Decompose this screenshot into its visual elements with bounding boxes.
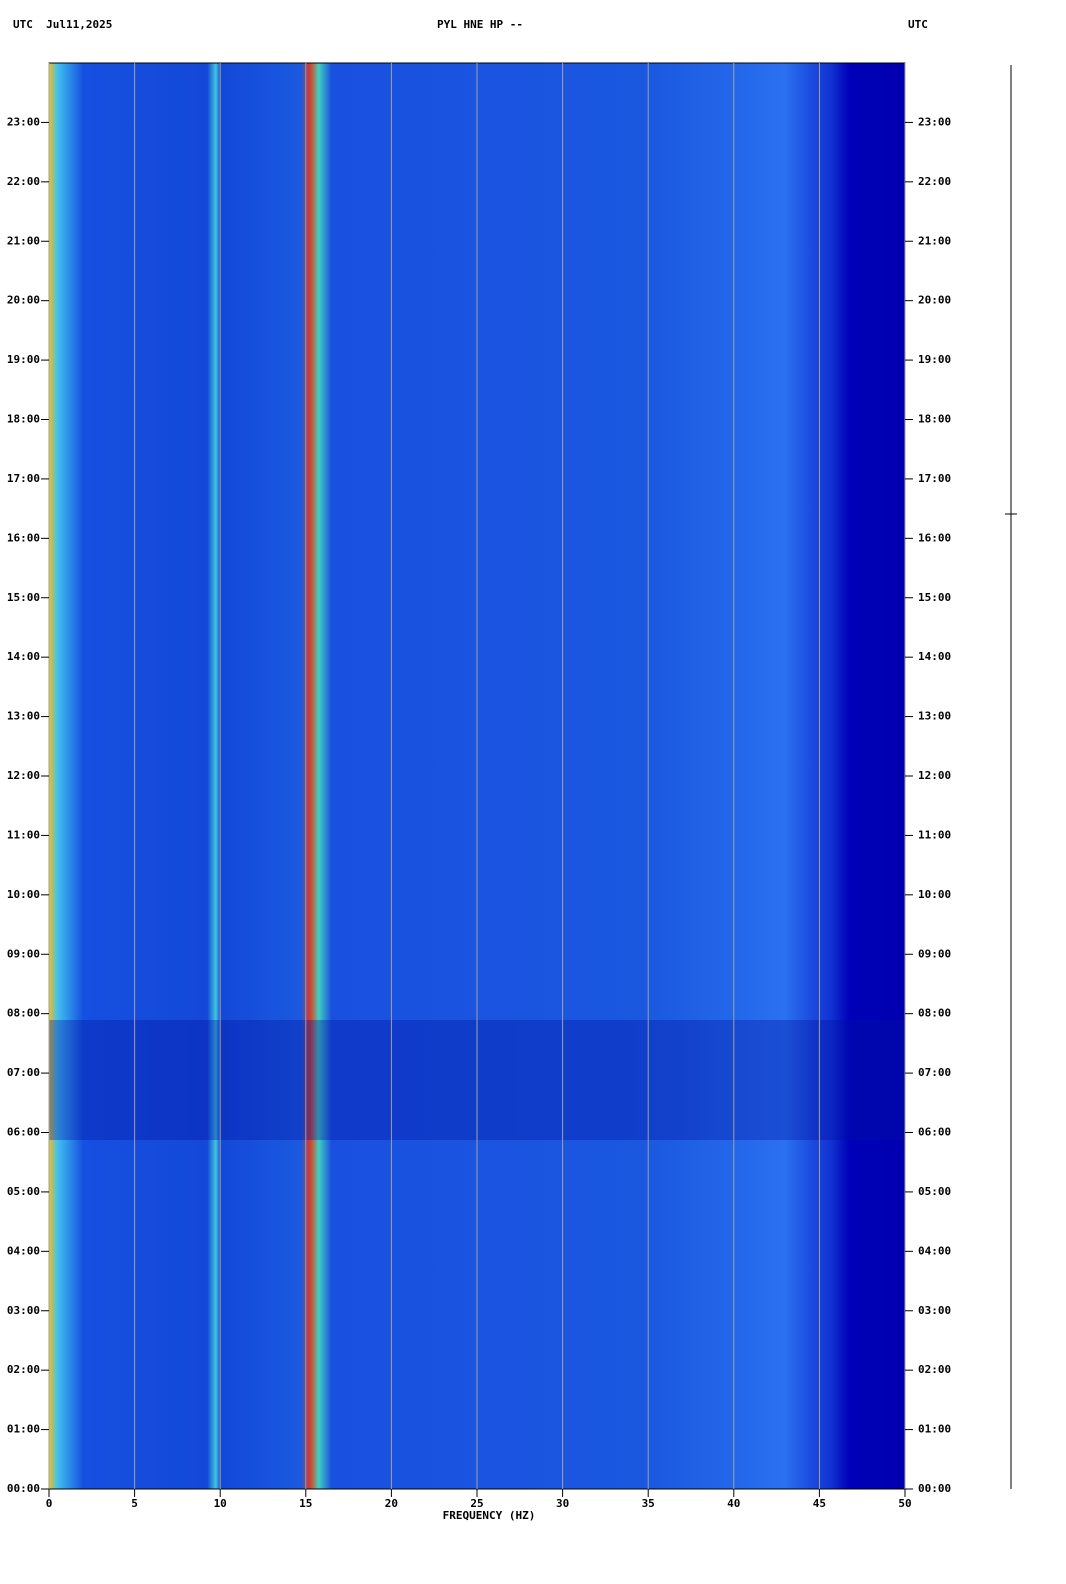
y-tick-label-left: 08:00 [7,1007,40,1020]
y-tick-label-left: 19:00 [7,353,40,366]
y-tick-label-right: 20:00 [918,294,951,307]
y-tick-label-right: 18:00 [918,413,951,426]
y-tick-label-right: 17:00 [918,472,951,485]
y-tick-label-right: 23:00 [918,115,951,128]
x-tick-label: 30 [556,1497,569,1510]
y-tick-label-left: 22:00 [7,175,40,188]
y-tick-label-left: 21:00 [7,234,40,247]
y-tick-label-left: 12:00 [7,769,40,782]
y-tick-label-right: 19:00 [918,353,951,366]
y-tick-label-left: 23:00 [7,115,40,128]
y-tick-label-right: 09:00 [918,947,951,960]
y-tick-label-right: 21:00 [918,234,951,247]
title-right: UTC [908,18,928,31]
y-tick-label-right: 06:00 [918,1126,951,1139]
y-tick-label-left: 07:00 [7,1066,40,1079]
x-tick-label: 25 [470,1497,483,1510]
y-tick-label-right: 16:00 [918,531,951,544]
y-tick-label-left: 03:00 [7,1304,40,1317]
y-tick-label-left: 20:00 [7,294,40,307]
y-tick-label-left: 05:00 [7,1185,40,1198]
x-tick-label: 50 [898,1497,911,1510]
y-tick-label-left: 04:00 [7,1244,40,1257]
y-tick-label-right: 02:00 [918,1363,951,1376]
title-left: UTC Jul11,2025 [13,18,112,31]
y-tick-label-left: 10:00 [7,888,40,901]
y-tick-label-right: 04:00 [918,1244,951,1257]
y-tick-label-left: 13:00 [7,710,40,723]
y-tick-label-left: 09:00 [7,947,40,960]
y-tick-label-left: 00:00 [7,1482,40,1495]
y-tick-label-right: 10:00 [918,888,951,901]
x-tick-label: 0 [46,1497,53,1510]
y-tick-label-left: 15:00 [7,591,40,604]
x-tick-label: 15 [299,1497,312,1510]
y-tick-label-right: 01:00 [918,1423,951,1436]
x-tick-label: 20 [385,1497,398,1510]
y-tick-label-left: 01:00 [7,1423,40,1436]
y-tick-label-right: 22:00 [918,175,951,188]
y-tick-label-right: 07:00 [918,1066,951,1079]
y-tick-label-left: 16:00 [7,531,40,544]
x-tick-label: 45 [813,1497,826,1510]
y-tick-label-left: 18:00 [7,413,40,426]
y-tick-label-left: 14:00 [7,650,40,663]
y-tick-label-left: 11:00 [7,828,40,841]
chart-title: PYL HNE HP -- [437,18,523,31]
y-tick-label-right: 11:00 [918,828,951,841]
y-tick-label-right: 13:00 [918,710,951,723]
y-tick-label-right: 08:00 [918,1007,951,1020]
y-tick-label-right: 14:00 [918,650,951,663]
y-tick-label-right: 12:00 [918,769,951,782]
x-tick-label: 40 [727,1497,740,1510]
y-tick-label-left: 17:00 [7,472,40,485]
y-tick-label-right: 03:00 [918,1304,951,1317]
y-tick-label-right: 05:00 [918,1185,951,1198]
y-tick-label-right: 15:00 [918,591,951,604]
x-tick-label: 5 [131,1497,138,1510]
x-axis-label: FREQUENCY (HZ) [443,1509,536,1522]
y-tick-label-left: 06:00 [7,1126,40,1139]
x-tick-label: 10 [214,1497,227,1510]
y-tick-label-right: 00:00 [918,1482,951,1495]
y-tick-label-left: 02:00 [7,1363,40,1376]
x-tick-label: 35 [642,1497,655,1510]
